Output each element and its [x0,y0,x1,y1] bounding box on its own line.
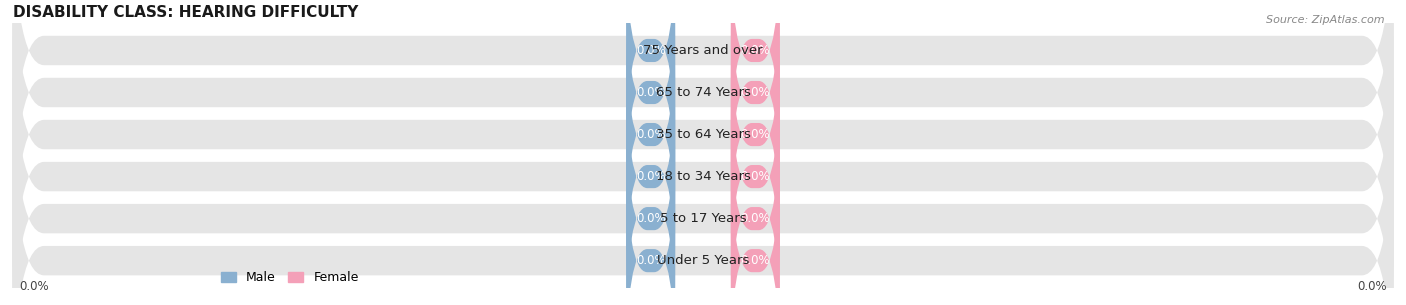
Text: DISABILITY CLASS: HEARING DIFFICULTY: DISABILITY CLASS: HEARING DIFFICULTY [13,5,359,20]
Text: 0.0%: 0.0% [636,128,665,141]
Text: 65 to 74 Years: 65 to 74 Years [655,86,751,99]
Text: 0.0%: 0.0% [1357,280,1386,293]
Text: 35 to 64 Years: 35 to 64 Years [655,128,751,141]
FancyBboxPatch shape [13,86,1393,305]
Text: 0.0%: 0.0% [20,280,49,293]
FancyBboxPatch shape [13,0,1393,225]
FancyBboxPatch shape [731,20,780,249]
Legend: Male, Female: Male, Female [221,271,359,284]
Text: 18 to 34 Years: 18 to 34 Years [655,170,751,183]
FancyBboxPatch shape [731,0,780,165]
FancyBboxPatch shape [13,2,1393,305]
Text: 0.0%: 0.0% [741,170,770,183]
Text: 0.0%: 0.0% [741,86,770,99]
FancyBboxPatch shape [13,0,1393,267]
Text: Source: ZipAtlas.com: Source: ZipAtlas.com [1267,15,1385,25]
FancyBboxPatch shape [731,62,780,291]
FancyBboxPatch shape [13,0,1393,305]
FancyBboxPatch shape [731,146,780,305]
Text: 0.0%: 0.0% [636,44,665,57]
Text: 5 to 17 Years: 5 to 17 Years [659,212,747,225]
Text: 0.0%: 0.0% [636,86,665,99]
Text: 0.0%: 0.0% [741,212,770,225]
FancyBboxPatch shape [626,146,675,305]
FancyBboxPatch shape [626,0,675,165]
FancyBboxPatch shape [731,0,780,207]
Text: Under 5 Years: Under 5 Years [657,254,749,267]
Text: 0.0%: 0.0% [636,170,665,183]
Text: 0.0%: 0.0% [741,254,770,267]
Text: 0.0%: 0.0% [636,254,665,267]
FancyBboxPatch shape [626,0,675,207]
FancyBboxPatch shape [626,20,675,249]
Text: 75 Years and over: 75 Years and over [643,44,763,57]
FancyBboxPatch shape [626,62,675,291]
Text: 0.0%: 0.0% [636,212,665,225]
Text: 0.0%: 0.0% [741,44,770,57]
Text: 0.0%: 0.0% [741,128,770,141]
FancyBboxPatch shape [13,44,1393,305]
FancyBboxPatch shape [626,104,675,305]
FancyBboxPatch shape [731,104,780,305]
